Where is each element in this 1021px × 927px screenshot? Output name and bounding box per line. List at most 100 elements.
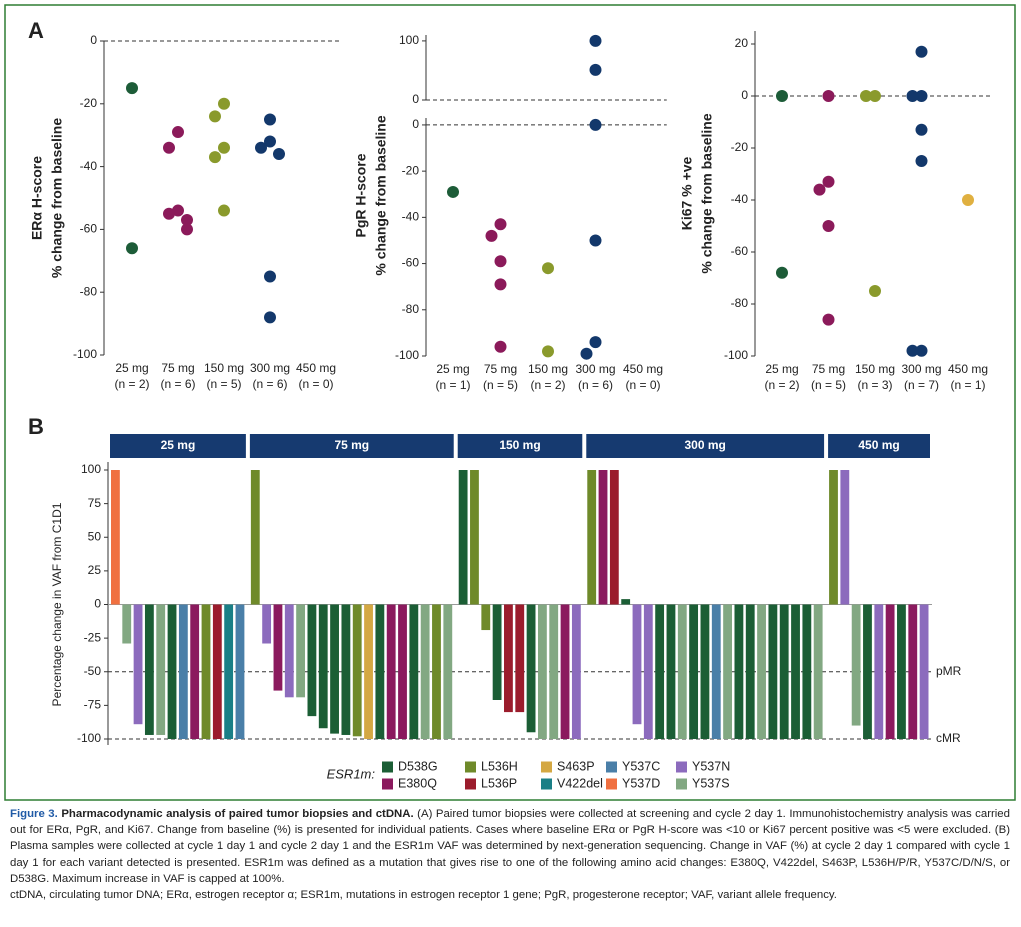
x-tick-sublabel: (n = 5) bbox=[483, 378, 518, 392]
bar bbox=[398, 604, 407, 739]
bar bbox=[874, 604, 884, 739]
y-axis-label: % change from baseline bbox=[49, 118, 65, 278]
bar bbox=[284, 604, 294, 698]
point bbox=[209, 110, 221, 123]
caption: Figure 3. Pharmacodynamic analysis of pa… bbox=[10, 806, 1010, 903]
x-tick-sublabel: (n = 0) bbox=[298, 377, 333, 391]
group-header bbox=[586, 434, 825, 458]
x-tick-sublabel: (n = 5) bbox=[811, 378, 846, 392]
bar bbox=[549, 604, 559, 739]
legend-label: Y537S bbox=[692, 776, 730, 790]
bar bbox=[224, 604, 234, 739]
bar bbox=[409, 604, 419, 739]
legend-label: Y537N bbox=[692, 759, 730, 773]
point bbox=[218, 204, 230, 217]
bar bbox=[167, 604, 177, 739]
bar bbox=[235, 604, 245, 739]
legend-swatch bbox=[541, 761, 552, 773]
x-tick-sublabel: (n = 1) bbox=[435, 378, 470, 392]
x-tick-label: 75 mg bbox=[484, 362, 517, 376]
point bbox=[822, 220, 835, 232]
point bbox=[589, 118, 602, 131]
bar bbox=[779, 604, 789, 739]
reference-label: pMR bbox=[936, 664, 962, 678]
y-tick-label: 75 bbox=[88, 496, 102, 510]
point bbox=[163, 207, 175, 220]
x-tick-label: 150 mg bbox=[204, 361, 244, 375]
panel-label: A bbox=[28, 18, 44, 43]
bar bbox=[560, 604, 570, 739]
bar bbox=[813, 604, 823, 739]
bar bbox=[768, 604, 778, 739]
bar bbox=[492, 604, 502, 700]
y-tick-label: -80 bbox=[731, 296, 749, 310]
figure-label: Figure 3. bbox=[10, 808, 58, 820]
point bbox=[126, 242, 138, 255]
point bbox=[264, 135, 276, 148]
bar bbox=[156, 604, 166, 735]
legend-title: ESR1m: bbox=[327, 766, 376, 781]
bar bbox=[802, 604, 812, 739]
x-tick-label: 25 mg bbox=[436, 362, 469, 376]
point bbox=[494, 255, 507, 268]
group-label: 450 mg bbox=[858, 438, 899, 452]
point bbox=[915, 155, 928, 167]
bar bbox=[757, 604, 766, 739]
group-header bbox=[457, 434, 583, 458]
x-tick-sublabel: (n = 3) bbox=[857, 378, 892, 392]
y-axis-label: % change from baseline bbox=[373, 115, 389, 275]
y-tick-label: 100 bbox=[399, 33, 419, 47]
y-axis-label: ERα H-score bbox=[29, 156, 45, 240]
bar bbox=[178, 604, 188, 739]
y-tick-label: -20 bbox=[80, 96, 98, 110]
point bbox=[962, 194, 974, 206]
x-tick-label: 300 mg bbox=[575, 362, 615, 376]
y-tick-label: -60 bbox=[731, 244, 749, 258]
bar bbox=[609, 470, 619, 605]
bar bbox=[919, 604, 929, 739]
bar bbox=[537, 604, 547, 739]
point bbox=[264, 311, 276, 324]
bar bbox=[201, 604, 211, 739]
point bbox=[580, 347, 593, 360]
y-tick-label: -50 bbox=[84, 664, 102, 678]
x-tick-sublabel: (n = 7) bbox=[904, 378, 939, 392]
y-tick-label: -40 bbox=[402, 210, 420, 224]
legend-label: E380Q bbox=[398, 776, 437, 790]
point bbox=[915, 123, 928, 136]
point bbox=[869, 285, 881, 297]
bar bbox=[432, 604, 441, 739]
bar bbox=[375, 604, 385, 739]
y-tick-label: -100 bbox=[73, 347, 97, 361]
point bbox=[494, 278, 507, 291]
point bbox=[264, 113, 276, 126]
point bbox=[172, 126, 184, 139]
bar bbox=[700, 604, 710, 739]
bar bbox=[262, 604, 272, 644]
y-tick-label: 0 bbox=[94, 597, 101, 611]
bar bbox=[897, 604, 906, 739]
point bbox=[822, 90, 835, 102]
bar bbox=[677, 604, 687, 739]
legend-swatch bbox=[541, 778, 552, 790]
bar bbox=[515, 604, 525, 713]
bar bbox=[829, 470, 838, 605]
x-tick-label: 450 mg bbox=[296, 361, 336, 375]
bar bbox=[122, 604, 132, 644]
legend-swatch bbox=[382, 778, 393, 790]
legend-swatch bbox=[465, 761, 476, 773]
x-tick-sublabel: (n = 2) bbox=[764, 378, 799, 392]
bar bbox=[458, 470, 468, 605]
group-header bbox=[110, 434, 246, 458]
bar bbox=[318, 604, 328, 729]
y-axis-label: Percentage change in VAF from C1D1 bbox=[50, 502, 64, 706]
bar bbox=[571, 604, 581, 739]
y-tick-label: -100 bbox=[724, 348, 748, 362]
legend-label: S463P bbox=[557, 759, 595, 773]
point bbox=[447, 185, 459, 198]
bar bbox=[666, 604, 676, 739]
legend-label: L536H bbox=[481, 759, 518, 773]
bar bbox=[111, 470, 120, 605]
bar bbox=[190, 604, 200, 739]
panel-label: B bbox=[28, 414, 44, 439]
